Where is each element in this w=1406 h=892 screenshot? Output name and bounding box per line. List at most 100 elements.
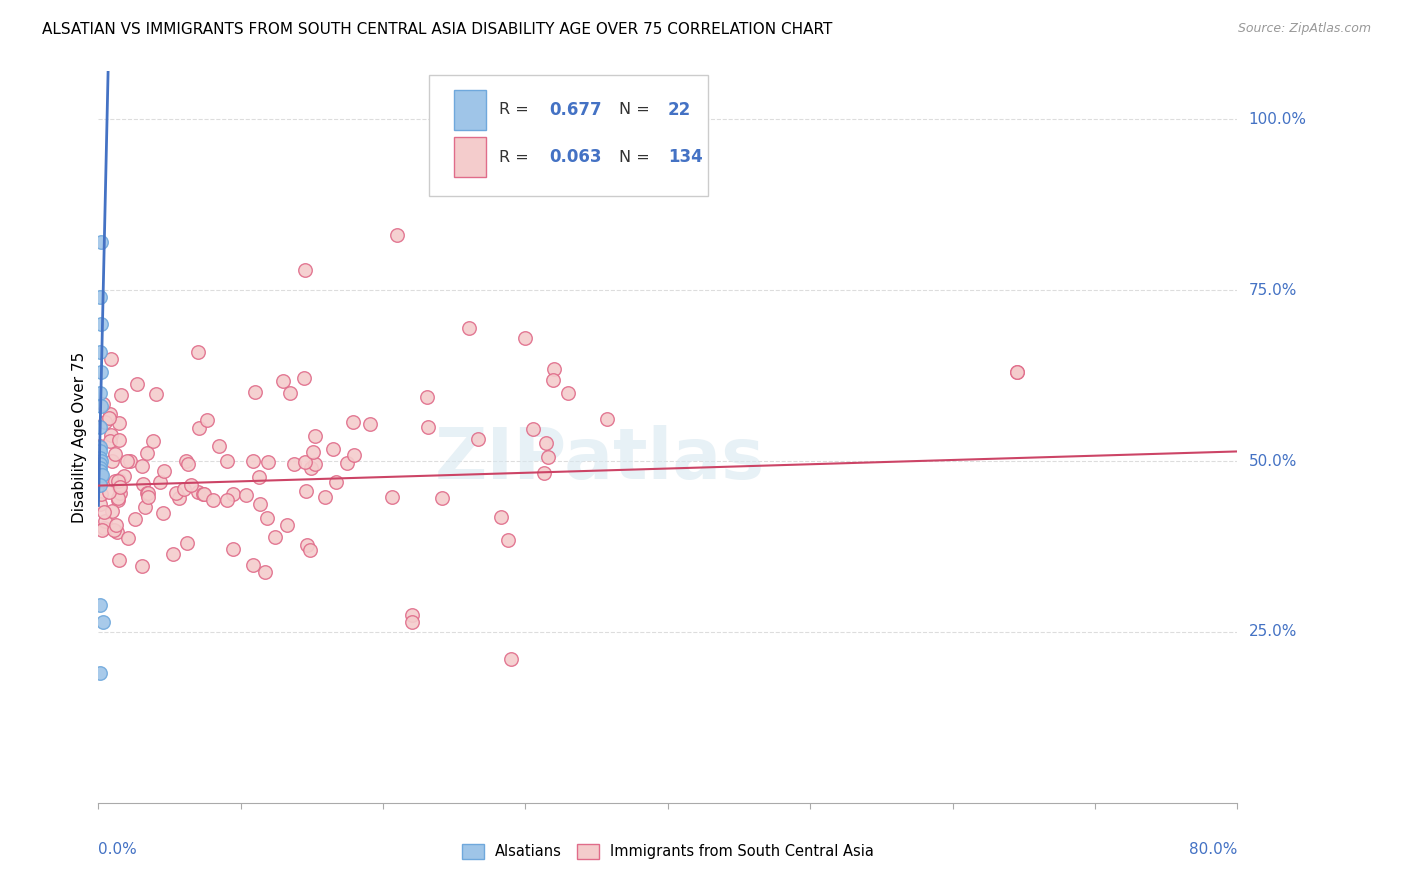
Point [596, 412, 619, 426]
Point [89, 450, 111, 465]
Point [208, 439, 231, 453]
Point [93, 615, 115, 629]
Point [89, 439, 111, 453]
Point [162, 547, 184, 561]
Point [294, 262, 316, 277]
Point [167, 491, 190, 505]
Point [89, 460, 111, 475]
Text: N =: N = [619, 103, 655, 117]
Point [108, 485, 131, 500]
Point [381, 491, 404, 505]
Legend: Alsatians, Immigrants from South Central Asia: Alsatians, Immigrants from South Central… [456, 838, 880, 865]
Point [197, 413, 219, 427]
Point [242, 558, 264, 572]
Point [180, 478, 202, 492]
Point [108, 479, 131, 493]
Point [177, 457, 200, 471]
Point [193, 487, 215, 501]
Point [103, 474, 125, 488]
Point [222, 541, 245, 556]
Point [496, 533, 519, 548]
Point [136, 485, 159, 500]
Point [457, 320, 479, 334]
Point [467, 433, 489, 447]
Point [90, 454, 112, 468]
Point [245, 385, 267, 400]
Point [304, 457, 326, 471]
Point [322, 442, 344, 456]
Point [118, 454, 141, 468]
Point [131, 459, 153, 474]
Point [292, 371, 315, 385]
Point [89, 598, 111, 612]
Point [89, 290, 111, 304]
Point [125, 376, 148, 391]
Point [295, 539, 318, 553]
Point [94, 415, 117, 429]
Point [110, 388, 132, 402]
Point [401, 615, 423, 629]
Point [187, 345, 209, 359]
Point [304, 429, 326, 443]
Point [416, 390, 439, 404]
Point [90, 467, 112, 482]
Point [256, 511, 278, 525]
Point [416, 420, 439, 434]
Point [501, 652, 523, 666]
Text: ZIPatlas: ZIPatlas [434, 425, 765, 493]
Point [387, 228, 409, 243]
Point [173, 482, 195, 496]
Point [301, 445, 323, 459]
Point [152, 464, 174, 478]
Point [98, 407, 121, 421]
Point [401, 607, 423, 622]
Text: 0.063: 0.063 [550, 148, 602, 166]
Point [103, 523, 125, 537]
Point [90, 318, 112, 332]
Point [343, 448, 366, 462]
Point [271, 375, 294, 389]
Point [299, 460, 322, 475]
Point [253, 565, 276, 579]
Point [100, 428, 122, 442]
Point [298, 543, 321, 558]
Point [522, 422, 544, 436]
Point [89, 665, 111, 680]
Point [533, 466, 555, 480]
Text: ALSATIAN VS IMMIGRANTS FROM SOUTH CENTRAL ASIA DISABILITY AGE OVER 75 CORRELATIO: ALSATIAN VS IMMIGRANTS FROM SOUTH CENTRA… [42, 22, 832, 37]
Point [89, 420, 111, 434]
Point [115, 454, 138, 468]
Point [89, 464, 111, 478]
Point [187, 421, 209, 435]
Point [107, 474, 129, 488]
Point [90, 473, 112, 487]
Point [107, 493, 129, 508]
Point [90, 400, 112, 414]
Point [247, 470, 270, 484]
Point [557, 385, 579, 400]
Point [295, 484, 318, 499]
Text: 0.677: 0.677 [550, 101, 602, 119]
Point [165, 485, 187, 500]
Bar [454, 137, 485, 178]
Point [176, 536, 198, 550]
Text: 134: 134 [668, 148, 703, 166]
Point [142, 434, 165, 449]
Point [89, 385, 111, 400]
Point [325, 475, 347, 490]
Text: N =: N = [619, 150, 655, 165]
Point [100, 453, 122, 467]
Point [215, 454, 238, 468]
Point [136, 486, 159, 500]
Point [283, 457, 305, 471]
Point [104, 447, 127, 461]
Point [124, 512, 146, 526]
Point [314, 490, 336, 504]
Point [89, 467, 111, 482]
Point [242, 454, 264, 468]
Point [276, 517, 298, 532]
Point [93, 521, 115, 535]
Point [138, 490, 160, 504]
Point [105, 525, 128, 540]
Point [149, 475, 172, 489]
